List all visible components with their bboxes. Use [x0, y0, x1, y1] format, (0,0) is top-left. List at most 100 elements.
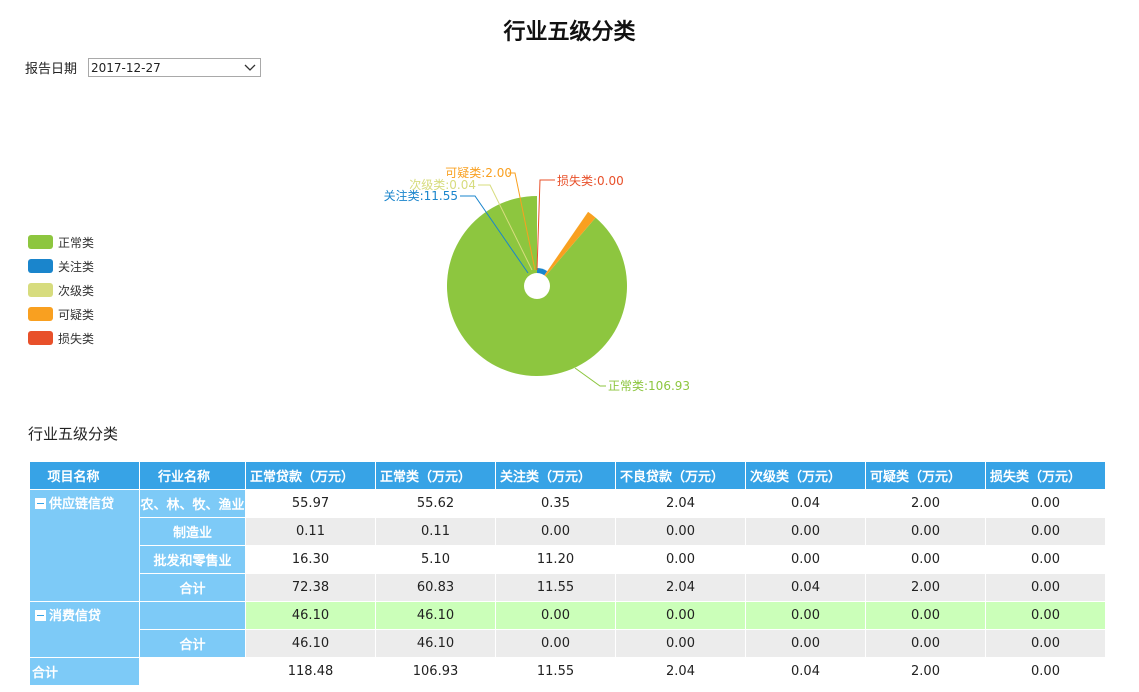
table-cell: 2.04	[615, 573, 746, 602]
table-cell: 46.10	[375, 629, 496, 658]
table-section-title: 行业五级分类	[28, 425, 119, 443]
report-date-label: 报告日期	[25, 62, 78, 77]
pie-label-special-mention: 关注类:11.55	[384, 188, 458, 203]
table-total-row: 合计 118.48 106.93 11.55 2.04 0.04 2.00 0.…	[29, 657, 1106, 686]
table-row: 合计 46.10 46.10 0.00 0.00 0.00 0.00 0.00	[30, 629, 1106, 658]
legend-label: 次级类	[58, 283, 95, 298]
table-row: 合计 72.38 60.83 11.55 2.04 0.04 2.00 0.00	[30, 573, 1106, 602]
industry-cell: 制造业	[139, 517, 246, 546]
table-cell: 16.30	[245, 545, 376, 574]
legend-item-special-mention[interactable]: 关注类	[28, 254, 94, 278]
report-date-value: 2017-12-27	[91, 60, 161, 75]
pie-leader-line-normal	[574, 367, 606, 387]
table-cell: 0.00	[865, 517, 986, 546]
chart-legend: 正常类 关注类 次级类 可疑类 损失类	[28, 230, 94, 350]
legend-swatch-special-mention	[28, 259, 53, 273]
table-cell: 0.11	[375, 517, 496, 546]
legend-label: 正常类	[58, 235, 95, 250]
legend-swatch-substandard	[28, 283, 53, 297]
pie-leader-line-doubtful	[508, 172, 536, 271]
column-header: 次级类（万元）	[745, 462, 866, 490]
table-cell: 0.04	[745, 573, 866, 602]
industry-cell	[139, 601, 246, 630]
table-cell: 0.00	[615, 601, 746, 630]
chevron-down-icon	[244, 64, 256, 71]
pie-slice-doubtful[interactable]	[537, 211, 596, 286]
column-header: 项目名称	[29, 462, 140, 490]
table-cell: 0.00	[745, 601, 866, 630]
table-cell: 55.97	[245, 489, 376, 518]
table-cell: 106.93	[375, 657, 496, 686]
column-header: 损失类（万元）	[985, 462, 1106, 490]
table-cell: 0.00	[865, 545, 986, 574]
page-title: 行业五级分类	[503, 20, 636, 45]
group-cell-consumer-credit[interactable]: 消费信贷	[29, 601, 140, 658]
table-cell: 0.00	[495, 629, 616, 658]
table-cell: 0.00	[495, 601, 616, 630]
table-cell: 46.10	[245, 601, 376, 630]
column-header: 不良贷款（万元）	[615, 462, 746, 490]
table-cell: 0.00	[495, 517, 616, 546]
legend-swatch-doubtful	[28, 307, 53, 321]
table-cell: 0.00	[985, 573, 1106, 602]
table-cell: 5.10	[375, 545, 496, 574]
industry-cell: 合计	[139, 629, 246, 658]
table-cell: 0.04	[745, 657, 866, 686]
legend-swatch-loss	[28, 331, 53, 345]
pie-label-loss: 损失类:0.00	[557, 173, 624, 188]
table-cell: 55.62	[375, 489, 496, 518]
table-cell: 0.00	[745, 545, 866, 574]
pie-label-doubtful: 可疑类:2.00	[445, 165, 512, 180]
column-header: 行业名称	[139, 462, 246, 490]
column-header: 关注类（万元）	[495, 462, 616, 490]
table-cell: 46.10	[245, 629, 376, 658]
collapse-icon[interactable]	[35, 498, 46, 509]
pie-label-normal: 正常类:106.93	[608, 379, 690, 393]
legend-item-substandard[interactable]: 次级类	[28, 278, 94, 302]
industry-cell: 合计	[139, 573, 246, 602]
group-name: 消费信贷	[49, 609, 102, 624]
table-cell: 0.35	[495, 489, 616, 518]
table-cell: 0.00	[985, 601, 1106, 630]
legend-item-loss[interactable]: 损失类	[28, 326, 94, 350]
table-cell: 118.48	[245, 657, 376, 686]
table-cell: 0.00	[985, 545, 1106, 574]
table-row: 制造业 0.11 0.11 0.00 0.00 0.00 0.00 0.00	[30, 517, 1106, 546]
report-date-select[interactable]: 2017-12-27	[88, 58, 262, 77]
table-cell: 60.83	[375, 573, 496, 602]
classification-table: 项目名称 行业名称 正常贷款（万元） 正常类（万元） 关注类（万元） 不良贷款（…	[29, 462, 1106, 686]
total-label: 合计	[29, 657, 140, 686]
table-cell: 0.00	[615, 545, 746, 574]
table-cell: 0.00	[865, 629, 986, 658]
legend-item-normal[interactable]: 正常类	[28, 230, 94, 254]
industry-cell: 批发和零售业	[139, 545, 246, 574]
legend-label: 损失类	[58, 331, 95, 346]
column-header: 可疑类（万元）	[865, 462, 986, 490]
table-cell: 11.55	[495, 657, 616, 686]
table-cell: 2.04	[615, 489, 746, 518]
industry-cell: 农、林、牧、渔业	[139, 489, 246, 518]
table-row: 批发和零售业 16.30 5.10 11.20 0.00 0.00 0.00 0…	[30, 545, 1106, 574]
table-cell: 11.20	[495, 545, 616, 574]
group-cell-supply-chain[interactable]: 供应链信贷	[29, 489, 140, 602]
table-header-row: 项目名称 行业名称 正常贷款（万元） 正常类（万元） 关注类（万元） 不良贷款（…	[29, 462, 1106, 490]
table-cell-empty	[139, 657, 246, 686]
table-cell: 2.04	[615, 657, 746, 686]
group-name: 供应链信贷	[49, 497, 115, 512]
table-cell: 2.00	[865, 489, 986, 518]
pie-slice-substandard[interactable]	[537, 211, 589, 286]
collapse-icon[interactable]	[35, 610, 46, 621]
legend-label: 关注类	[58, 259, 95, 274]
pie-leader-line-special-mention	[460, 195, 529, 274]
legend-label: 可疑类	[58, 307, 95, 322]
pie-leader-line-loss	[536, 179, 555, 271]
table-row: 消费信贷 46.10 46.10 0.00 0.00 0.00 0.00 0.0…	[29, 601, 1106, 658]
table-cell: 72.38	[245, 573, 376, 602]
table-cell: 0.04	[745, 489, 866, 518]
legend-item-doubtful[interactable]: 可疑类	[28, 302, 94, 326]
table-row: 供应链信贷 农、林、牧、渔业 55.97 55.62 0.35 2.04 0.0…	[29, 489, 1106, 602]
table-cell: 2.00	[865, 573, 986, 602]
table-cell: 0.00	[615, 517, 746, 546]
table-cell: 0.00	[985, 629, 1106, 658]
